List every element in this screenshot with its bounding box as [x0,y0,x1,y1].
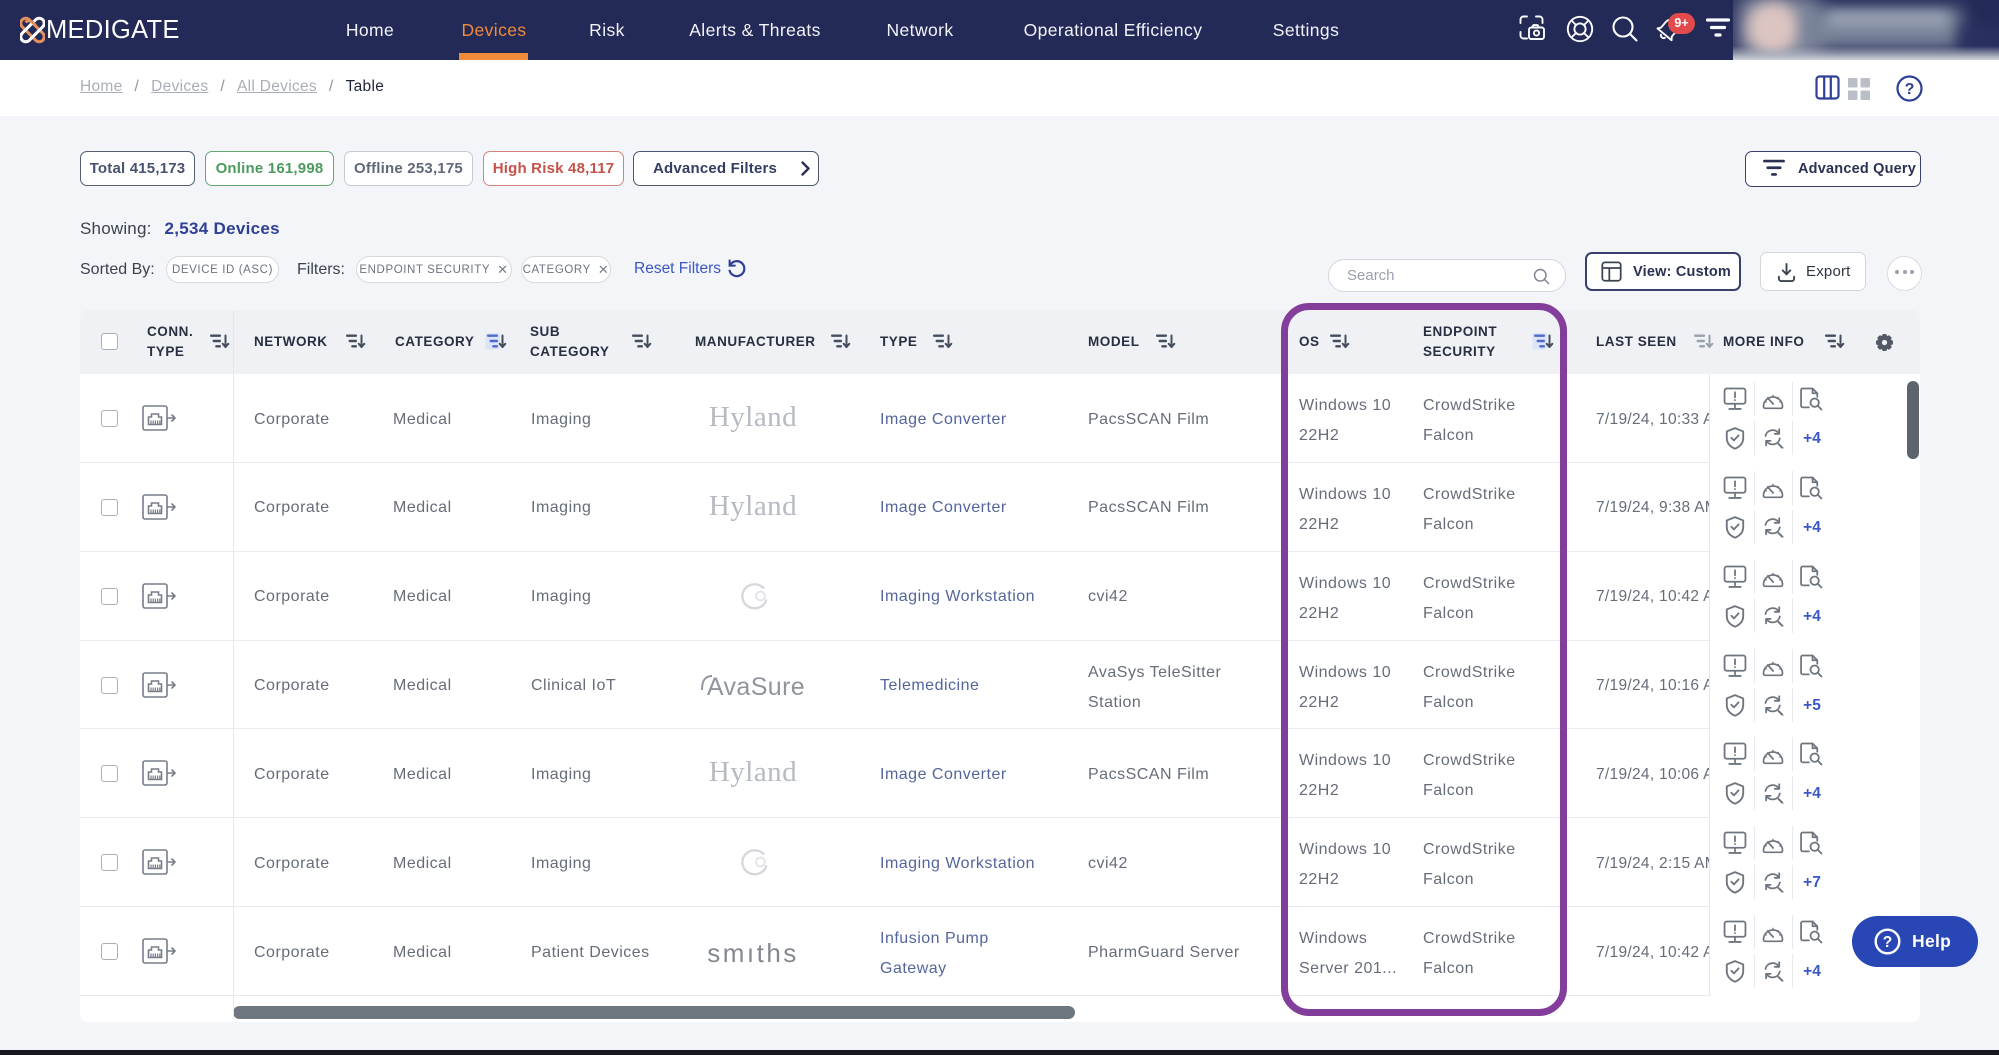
svg-text:?: ? [1905,81,1915,98]
svg-text:?: ? [1883,934,1892,951]
